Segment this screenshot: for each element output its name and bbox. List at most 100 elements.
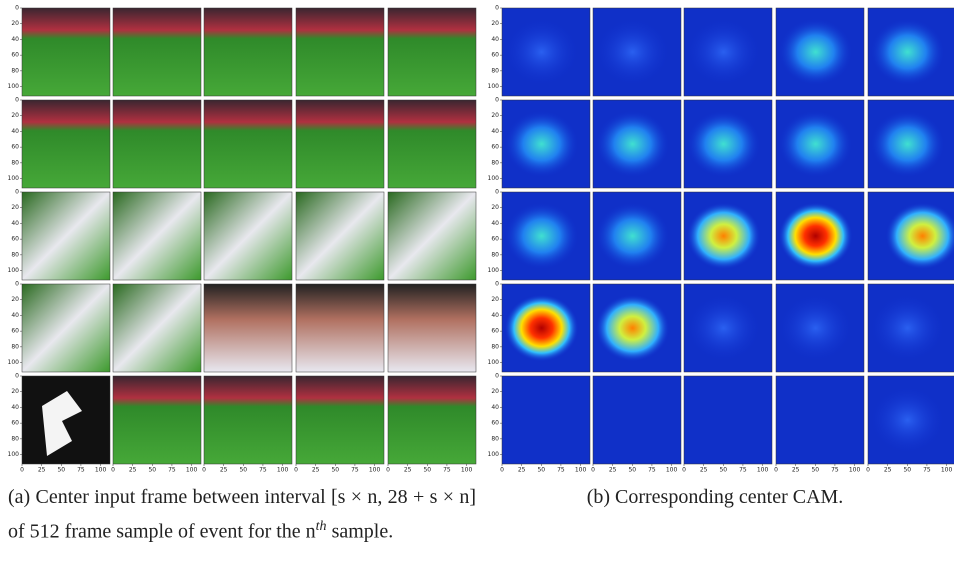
y-tick-label: 20 (491, 112, 499, 119)
frame-image (113, 376, 201, 464)
y-tick-label: 20 (491, 296, 499, 303)
y-tick-label: 0 (15, 189, 19, 196)
x-tick-label: 100 (186, 467, 198, 474)
y-tick-label: 20 (11, 20, 19, 27)
frame-image (296, 100, 384, 188)
y-tick-label: 0 (495, 97, 499, 104)
y-tick-label: 40 (11, 404, 19, 411)
x-tick-label: 25 (404, 467, 412, 474)
y-tick-label: 0 (495, 5, 499, 12)
frame-image (204, 284, 292, 372)
y-tick-label: 80 (491, 159, 499, 166)
y-tick-label: 0 (495, 373, 499, 380)
cam-blob (505, 111, 579, 178)
frame-image (388, 376, 476, 464)
y-tick-label: 0 (15, 373, 19, 380)
frame-image (388, 284, 476, 372)
y-tick-label: 80 (11, 159, 19, 166)
frame-image (296, 192, 384, 280)
cam-blob (596, 19, 670, 86)
x-tick-label: 50 (423, 467, 431, 474)
y-tick-label: 60 (491, 328, 499, 335)
y-tick-label: 20 (11, 112, 19, 119)
y-tick-label: 100 (488, 175, 500, 182)
y-tick-label: 80 (11, 251, 19, 258)
x-tick-label: 50 (239, 467, 247, 474)
y-tick-label: 20 (11, 204, 19, 211)
frame-image (22, 192, 110, 280)
x-tick-label: 50 (331, 467, 339, 474)
cam-blob (687, 19, 761, 86)
x-tick-label: 75 (77, 467, 85, 474)
x-tick-label: 75 (351, 467, 359, 474)
frame-image (113, 284, 201, 372)
y-tick-label: 40 (491, 312, 499, 319)
cam-blob (596, 111, 670, 178)
frame-image (204, 100, 292, 188)
frame-image (204, 192, 292, 280)
x-tick-label: 100 (666, 467, 678, 474)
y-tick-label: 60 (11, 420, 19, 427)
y-tick-label: 100 (8, 83, 20, 90)
frame-image (388, 100, 476, 188)
y-tick-label: 100 (8, 451, 20, 458)
y-tick-label: 100 (488, 451, 500, 458)
cam-blob (687, 203, 761, 270)
y-tick-label: 60 (491, 52, 499, 59)
caption-b: (b) Corresponding center CAM. (500, 483, 930, 512)
x-tick-label: 100 (757, 467, 769, 474)
x-tick-label: 25 (609, 467, 617, 474)
cam-blob (505, 203, 579, 270)
y-tick-label: 100 (8, 359, 20, 366)
frame-image (22, 8, 110, 96)
x-tick-label: 50 (903, 467, 911, 474)
frame-image (22, 100, 110, 188)
y-tick-label: 40 (11, 36, 19, 43)
y-tick-label: 40 (11, 312, 19, 319)
x-tick-label: 100 (95, 467, 107, 474)
x-tick-label: 75 (648, 467, 656, 474)
y-tick-label: 100 (8, 267, 20, 274)
y-tick-label: 100 (488, 83, 500, 90)
frame-image (204, 8, 292, 96)
x-tick-label: 0 (202, 467, 206, 474)
y-tick-label: 0 (495, 281, 499, 288)
frame-image (388, 8, 476, 96)
x-tick-label: 50 (811, 467, 819, 474)
x-tick-label: 0 (774, 467, 778, 474)
x-tick-label: 25 (700, 467, 708, 474)
y-tick-label: 0 (495, 189, 499, 196)
caption-label: (b) (587, 486, 610, 508)
x-tick-label: 0 (500, 467, 504, 474)
caption-text: Center input frame between interval [s ×… (8, 486, 476, 543)
x-tick-label: 0 (386, 467, 390, 474)
cam-blob (871, 19, 945, 86)
x-tick-label: 0 (866, 467, 870, 474)
x-tick-label: 75 (443, 467, 451, 474)
x-tick-label: 75 (557, 467, 565, 474)
y-tick-label: 100 (488, 267, 500, 274)
cam-blob (596, 203, 670, 270)
frame-image (113, 192, 201, 280)
x-tick-label: 0 (682, 467, 686, 474)
x-tick-label: 75 (923, 467, 931, 474)
y-tick-label: 80 (11, 435, 19, 442)
x-tick-label: 50 (57, 467, 65, 474)
y-tick-label: 80 (491, 67, 499, 74)
x-tick-label: 25 (38, 467, 46, 474)
y-tick-label: 40 (491, 36, 499, 43)
caption-sup: th (316, 519, 327, 534)
page: 0 20 40 60 80 100 0 20 40 60 80 100 0 20 40 60 80 100 0 20 4… (0, 0, 954, 575)
frame-image (204, 376, 292, 464)
x-tick-label: 0 (294, 467, 298, 474)
cam-blob (871, 295, 945, 362)
x-tick-label: 100 (941, 467, 953, 474)
y-tick-label: 100 (488, 359, 500, 366)
x-tick-label: 50 (628, 467, 636, 474)
figure: 0 20 40 60 80 100 0 20 40 60 80 100 0 20 40 60 80 100 0 20 4… (0, 0, 954, 575)
y-tick-label: 0 (15, 97, 19, 104)
y-tick-label: 20 (491, 388, 499, 395)
x-tick-label: 100 (461, 467, 473, 474)
caption-text: Corresponding center CAM. (615, 486, 843, 508)
x-tick-label: 75 (831, 467, 839, 474)
